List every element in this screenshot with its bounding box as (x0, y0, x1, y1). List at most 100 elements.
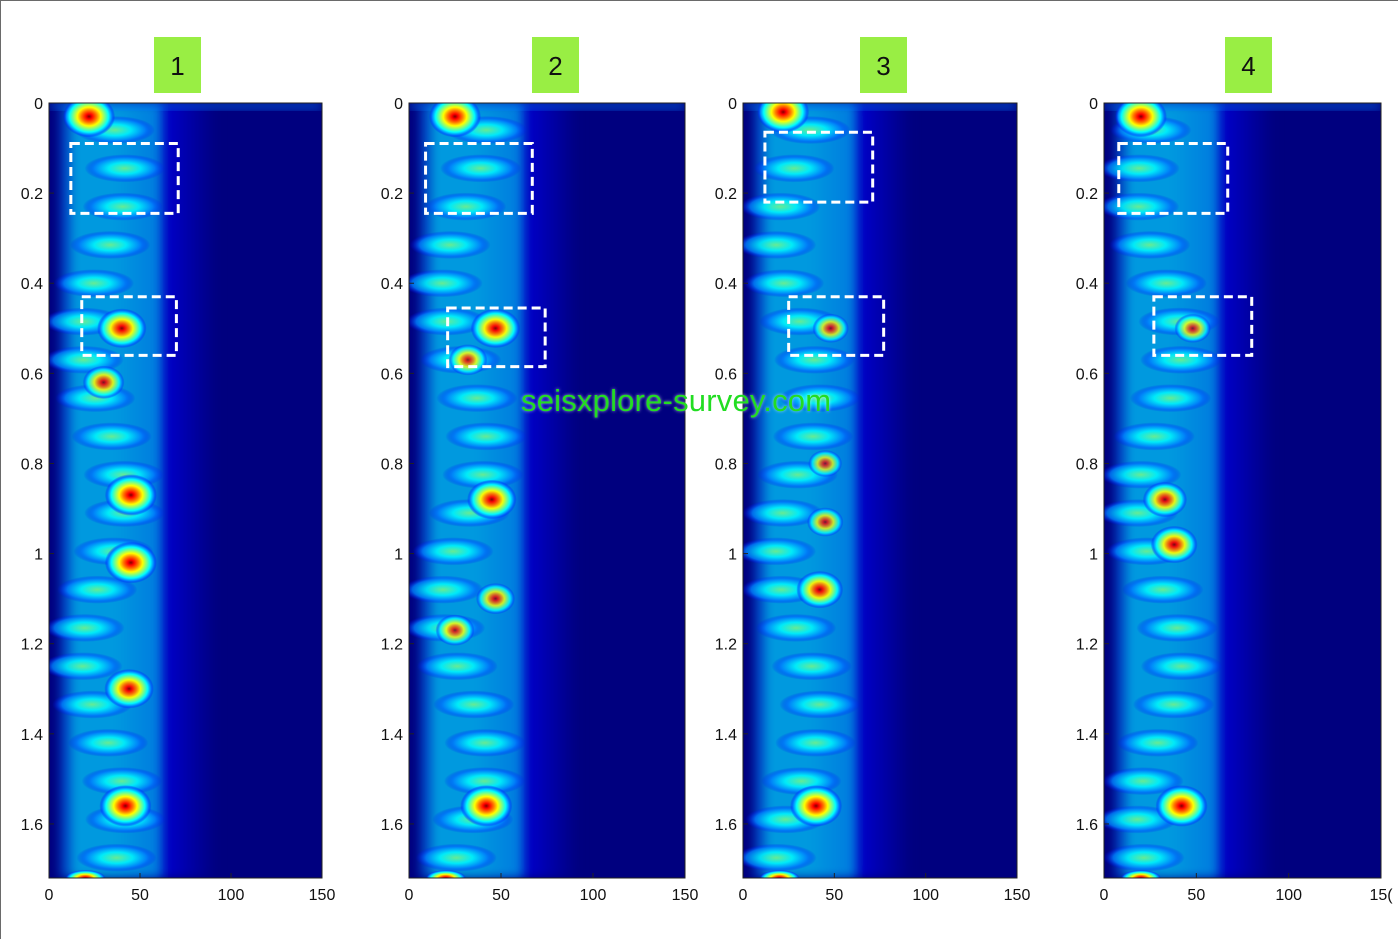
cool-blob (779, 384, 860, 413)
hotspot (429, 103, 481, 138)
cool-blob (53, 269, 134, 298)
cool-blob (772, 422, 854, 451)
panel-4: 0 0.2 0.4 0.6 0.8 1 1.2 1.4 1.6 0 50 100 15(4 (1076, 37, 1393, 904)
hotspot (467, 479, 517, 520)
hotspot (807, 507, 844, 537)
cool-blob (743, 192, 821, 221)
axes-frame (1103, 102, 1382, 879)
cool-blob (743, 269, 825, 298)
highlight-box (424, 142, 534, 215)
x-tick-label: 15( (1369, 887, 1393, 904)
x-tick-label: 100 (218, 887, 245, 904)
y-tick-label: 0.4 (381, 276, 403, 293)
hotspot (475, 583, 515, 615)
cool-blob (743, 230, 817, 259)
cool-blob (436, 384, 518, 413)
hotspot (757, 103, 810, 133)
bottom-hotspot (65, 870, 106, 878)
cool-blob (1122, 575, 1204, 604)
hotspot (97, 308, 147, 349)
cool-blob (57, 575, 138, 604)
x-tick-label: 50 (131, 887, 149, 904)
cool-blob (1132, 690, 1215, 719)
top-band (1104, 103, 1381, 109)
cool-blob (71, 422, 152, 451)
cool-blob (743, 537, 817, 566)
y-tick-label: 1 (728, 547, 737, 564)
y-tick-label: 0.4 (21, 276, 43, 293)
hotspot (1150, 525, 1198, 564)
cool-blob (743, 843, 817, 872)
bottom-hotspot (1120, 870, 1161, 878)
top-band (409, 103, 685, 109)
y-tick-label: 1.2 (381, 637, 403, 654)
cool-blob (425, 192, 507, 221)
x-tick-label: 50 (1187, 887, 1205, 904)
hotspot (63, 103, 116, 138)
cool-blob (433, 690, 515, 719)
cool-blob (1140, 652, 1223, 681)
cool-blob (771, 652, 852, 681)
y-tick-label: 0.6 (381, 366, 403, 383)
watermark-text: seisxplore-survey.com (521, 383, 832, 418)
panel-badge (1225, 37, 1272, 93)
y-tick-label: 1.6 (1076, 817, 1098, 834)
heatmap-field (49, 103, 322, 878)
cool-blob (68, 728, 149, 757)
y-tick-label: 1.4 (1076, 727, 1098, 744)
hotspot (104, 668, 154, 709)
x-tick-label: 0 (45, 887, 54, 904)
y-tick-label: 0 (34, 96, 43, 113)
cool-blob (755, 613, 837, 642)
cool-blob (1104, 192, 1180, 221)
y-tick-label: 1 (394, 547, 403, 564)
y-tick-label: 1.2 (1076, 637, 1098, 654)
cool-blob (1140, 345, 1222, 374)
x-tick-label: 0 (405, 887, 414, 904)
cool-blob (779, 690, 860, 719)
hotspot (460, 785, 513, 827)
cool-blob (82, 192, 163, 221)
panel-badge (532, 37, 579, 93)
x-tick-label: 150 (309, 887, 336, 904)
highlight-box (446, 306, 547, 369)
y-tick-label: 0.8 (1076, 456, 1098, 473)
y-tick-label: 0.2 (1076, 186, 1098, 203)
x-tick-label: 150 (672, 887, 699, 904)
hotspot (1114, 103, 1167, 138)
heatmap-field (1104, 103, 1381, 878)
y-tick-label: 0.6 (715, 366, 737, 383)
cool-blob (774, 345, 855, 374)
y-tick-label: 1.6 (381, 817, 403, 834)
y-tick-label: 1 (1089, 547, 1098, 564)
panel-badge-label: 2 (548, 51, 562, 81)
cool-blob (442, 460, 524, 489)
highlight-box (1152, 295, 1254, 357)
top-band (743, 103, 1017, 109)
y-tick-label: 1.2 (715, 637, 737, 654)
hotspot (104, 474, 157, 516)
cool-blob (754, 154, 835, 183)
hotspot (812, 313, 849, 343)
x-tick-label: 50 (492, 887, 510, 904)
cool-blob (445, 422, 527, 451)
x-tick-label: 100 (912, 887, 939, 904)
cool-blob (1104, 460, 1182, 489)
y-tick-label: 0.2 (381, 186, 403, 203)
cool-blob (1113, 422, 1195, 451)
cool-blob (775, 728, 856, 757)
cool-blob (415, 843, 497, 872)
y-tick-label: 0.4 (1076, 276, 1098, 293)
panel-badge-label: 1 (170, 51, 184, 81)
highlight-box (787, 295, 886, 357)
cool-blob (49, 613, 125, 642)
cool-blob (1129, 384, 1212, 413)
hotspot (790, 785, 843, 827)
cool-blob (412, 537, 494, 566)
hotspot (796, 570, 844, 609)
y-tick-label: 1.4 (715, 727, 737, 744)
cool-blob (416, 652, 498, 681)
cool-blob (440, 154, 522, 183)
panel-1: 0 0.2 0.4 0.6 0.8 1 1.2 1.4 1.6 0 50 100 150 1 (21, 37, 336, 904)
heatmap-field (409, 103, 685, 878)
